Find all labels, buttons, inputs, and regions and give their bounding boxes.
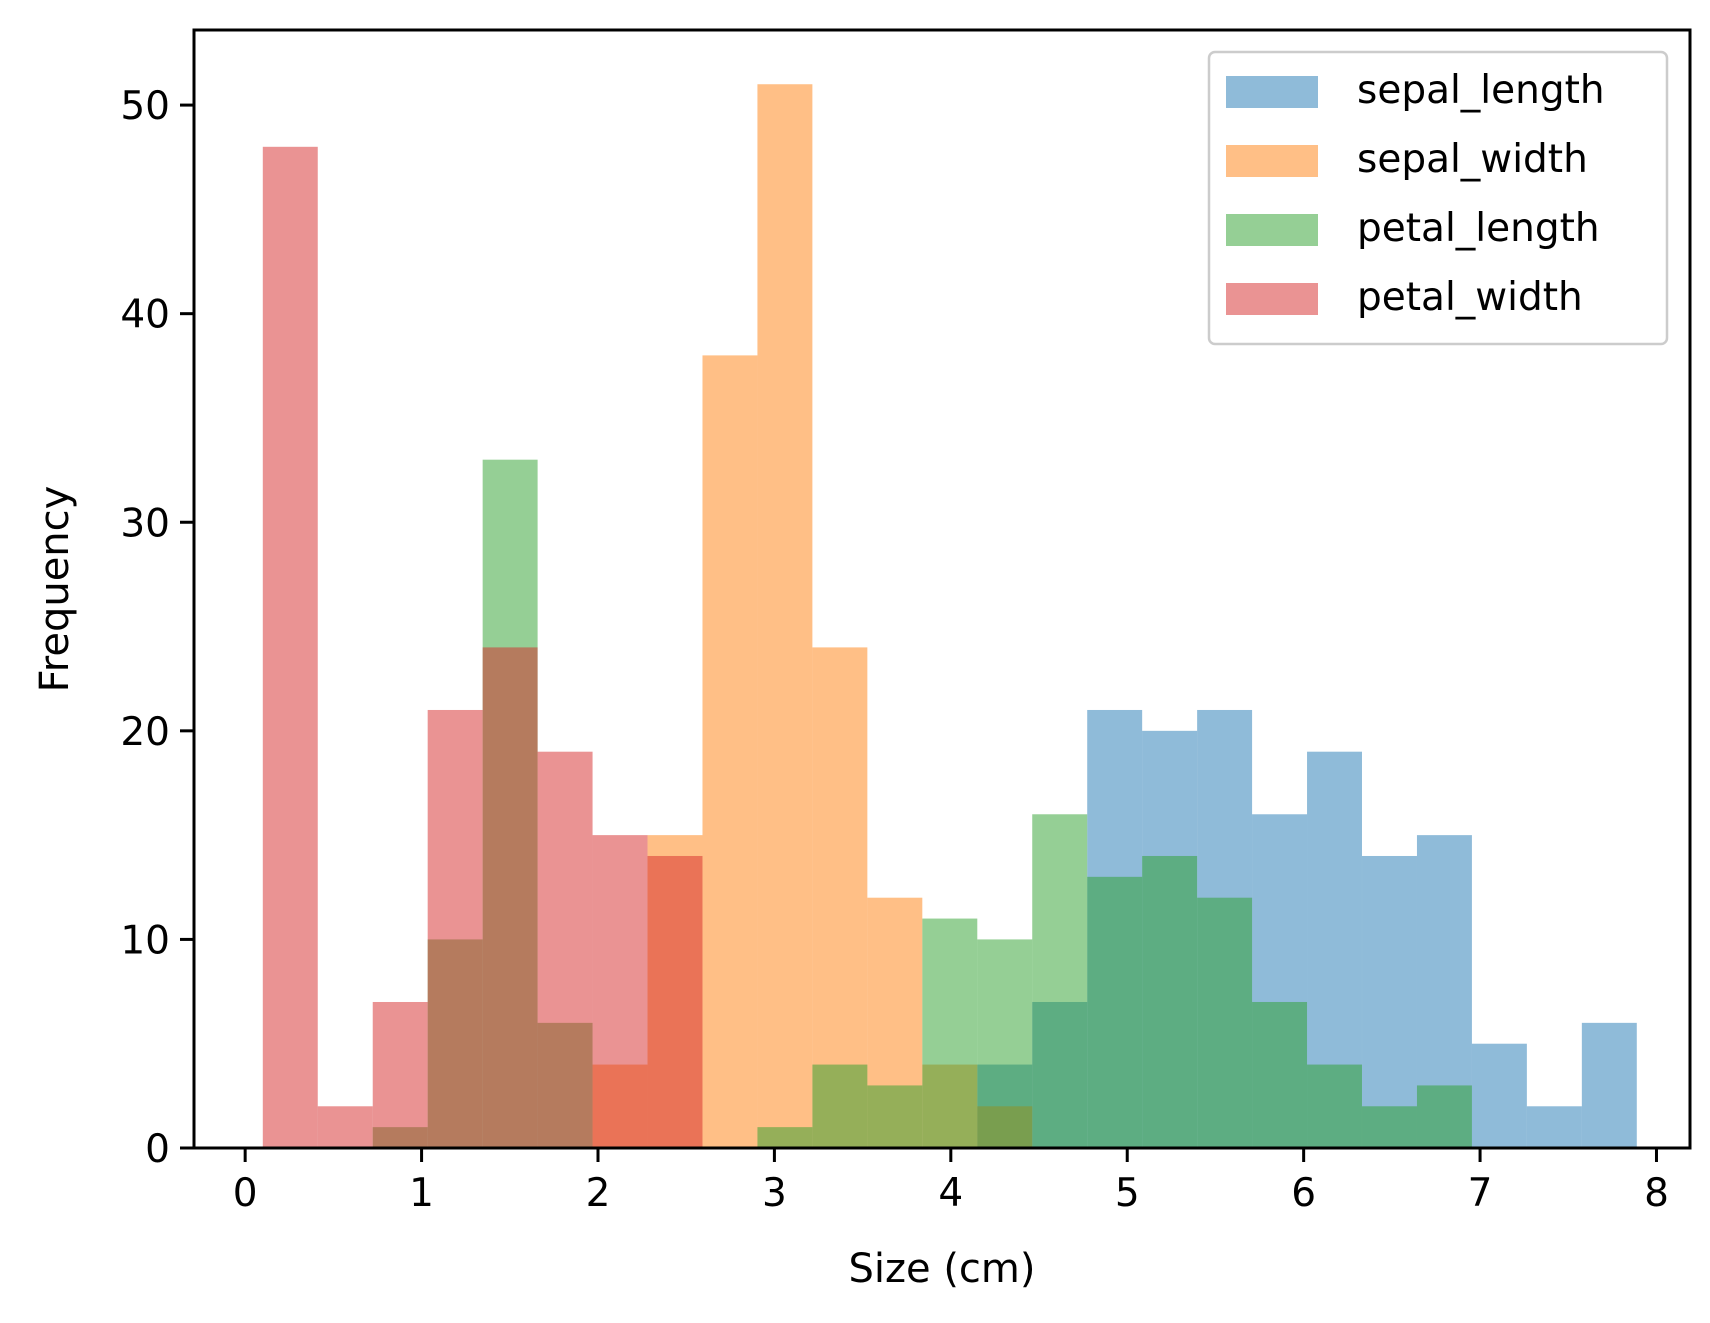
legend-label-sepal-length: sepal_length [1357,68,1605,113]
legend-swatch-petal-width [1226,283,1318,315]
plot-frame [192,28,1692,1150]
bar-petal-width-1 [317,1106,373,1148]
x-tick-label: 6 [1291,1171,1316,1216]
bar-petal-width-5 [537,751,593,1148]
bar-sepal-length-24 [1581,1022,1637,1148]
bar-petal-width-3 [427,709,483,1148]
bar-petal-width-7 [647,855,703,1148]
bar-petal-length-17 [1197,897,1253,1148]
legend-items: sepal_length sepal_width petal_lengthpetal… [1226,68,1605,320]
bar-petal-length-13 [977,939,1033,1148]
bar-petal-width-6 [592,835,648,1148]
x-tick-label: 4 [938,1171,963,1216]
bar-petal-length-10 [812,1064,868,1148]
bar-petal-width-4 [482,647,538,1148]
bar-petal-length-18 [1252,1001,1308,1148]
x-axis-title: Size (cm) [849,1246,1036,1292]
x-tick-label: 5 [1115,1171,1140,1216]
x-tick-label: 1 [409,1171,434,1216]
bar-petal-length-9 [757,1127,813,1148]
y-tick-label: 30 [120,501,170,546]
bar-petal-length-15 [1087,876,1143,1148]
bar-petal-width-0 [262,146,318,1148]
y-tick-label: 0 [145,1127,170,1172]
y-tick-label: 40 [120,293,170,338]
bar-petal-length-16 [1142,855,1198,1148]
x-tick-label: 7 [1468,1171,1493,1216]
y-tick-label: 10 [120,918,170,963]
legend-label-petal-width: petal_width [1357,275,1583,320]
y-axis-title: Frequency [32,486,78,693]
bar-sepal-length-22 [1471,1043,1527,1148]
x-axis: 0 1 2 3 4 5 6 7 8 [233,1148,1669,1216]
legend-swatch-sepal-length [1226,76,1318,108]
legend-box [1207,50,1669,346]
legend-label-sepal-width: sepal_width [1357,137,1588,182]
y-axis: 0 10 20 30 40 50 [120,84,194,1172]
legend-swatch-sepal-width [1226,145,1318,177]
bar-petal-length-12 [922,918,978,1148]
x-tick-label: 0 [233,1171,258,1216]
y-tick-label: 20 [120,710,170,755]
bar-sepal-length-23 [1526,1106,1582,1148]
bar-petal-length-19 [1307,1064,1362,1148]
bar-sepal-width-9 [757,84,813,1149]
y-tick-label: 50 [120,84,170,129]
legend-label-petal-length: petal_length [1357,206,1600,251]
bar-petal-width-2 [372,1001,428,1148]
bar-sepal-length-20 [1362,855,1417,1148]
legend: sepal_length sepal_width petal_lengthpetal… [1207,50,1669,346]
bar-petal-length-20 [1362,1106,1417,1148]
x-tick-label: 3 [762,1171,787,1216]
bar-petal-length-11 [867,1085,923,1148]
x-tick-label: 2 [586,1171,611,1216]
bar-petal-length-21 [1416,1085,1472,1148]
bar-petal-length-14 [1032,814,1088,1148]
legend-swatch-petal-length [1226,214,1318,246]
x-tick-label: 8 [1644,1171,1669,1216]
series-petal-width [262,146,703,1148]
bars-layer [262,84,1637,1149]
bar-sepal-width-8 [702,355,758,1148]
